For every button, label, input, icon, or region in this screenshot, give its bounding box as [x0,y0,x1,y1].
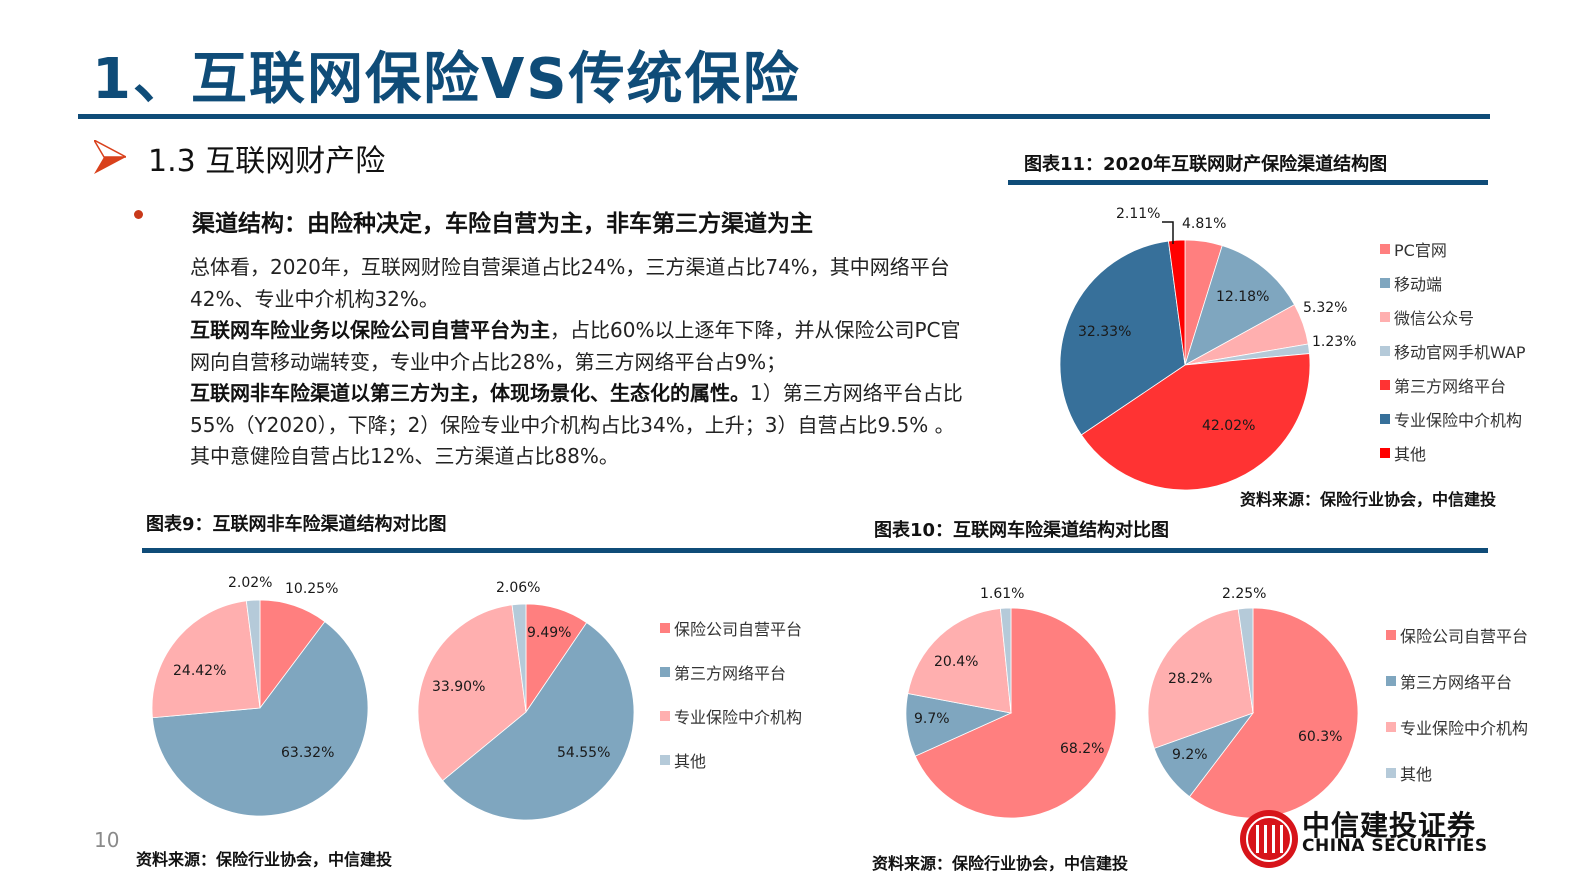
fig10-pie-1 [906,608,1116,818]
fig9-pie-2 [418,604,634,820]
legend-item: 专业保险中介机构 [1380,402,1526,436]
pie-label: 12.18% [1216,289,1270,305]
fig11-title: 图表11：2020年互联网财产保险渠道结构图 [1024,154,1388,175]
legend-item: 其他 [1380,436,1526,470]
pie-label: 32.33% [1078,324,1132,340]
logo-chinese-name: 中信建投证券 [1302,809,1477,842]
pie-label: 9.49% [527,625,572,641]
pie-label: 2.11% [1116,206,1161,222]
paragraph-3: 互联网非车险渠道以第三方为主，体现场景化、生态化的属性。1）第三方网络平台占比5… [190,381,963,468]
section-arrow-icon [94,140,126,174]
fig10-pie-2 [1148,608,1358,818]
legend-item: 其他 [1386,750,1528,796]
pie-label: 24.42% [173,663,227,679]
fig10-source: 资料来源：保险行业协会，中信建投 [872,854,1129,873]
pie-slice [914,608,1116,818]
legend-item: PC官网 [1380,232,1526,266]
legend-item: 移动端 [1380,266,1526,300]
pie-slice [1060,240,1186,436]
legend-item: 第三方网络平台 [660,650,802,694]
logo-english-name: CHINA SECURITIES [1302,836,1488,856]
paragraph-2: 互联网车险业务以保险公司自营平台为主，占比60%以上逐年下降，并从保险公司PC官… [190,318,961,374]
legend-item: 移动官网手机WAP [1380,334,1526,368]
pie-label: 2.25% [1222,586,1267,602]
legend-item: 保险公司自营平台 [660,606,802,650]
fig10-legend: 保险公司自营平台 第三方网络平台 专业保险中介机构 其他 [1386,612,1528,796]
body-text: 总体看，2020年，互联网财险自营渠道占比24%，三方渠道占比74%，其中网络平… [142,252,972,473]
pie-label: 60.3% [1298,729,1343,745]
bullet-heading: 渠道结构：由险种决定，车险自营为主，非车第三方渠道为主 [192,211,813,237]
fig9-source: 资料来源：保险行业协会，中信建投 [136,850,393,869]
pie-label: 9.7% [914,711,950,727]
pie-label: 63.32% [281,745,335,761]
pie-slice [152,600,261,719]
section-heading: 1.3 互联网财产险 [148,144,386,179]
pie-slice [907,608,1012,714]
pie-slice [1184,245,1296,366]
pie-slice [1148,608,1254,749]
page-number: 10 [94,828,120,852]
legend-item: 专业保险中介机构 [1386,704,1528,750]
fig9-pie-1 [152,600,368,816]
fig11-legend: PC官网 移动端 微信公众号 移动官网手机WAP 第三方网络平台 专业保险中介机… [1380,232,1526,470]
fig9-title: 图表9：互联网非车险渠道结构对比图 [146,514,447,535]
pie-slice [259,600,326,710]
legend-item: 第三方网络平台 [1386,658,1528,704]
bullet-icon [134,210,143,219]
pie-label: 33.90% [432,679,486,695]
pie-label: 2.06% [496,580,541,596]
pie-label: 5.32% [1303,300,1348,316]
legend-item: 微信公众号 [1380,300,1526,334]
fig11-source: 资料来源：保险行业协会，中信建投 [1240,490,1497,509]
legend-item: 第三方网络平台 [1380,368,1526,402]
legend-item: 专业保险中介机构 [660,694,802,738]
pie-label: 1.61% [980,586,1025,602]
pie-label: 68.2% [1060,741,1105,757]
page-title: 1、互联网保险VS传统保险 [92,47,801,112]
legend-item: 保险公司自营平台 [1386,612,1528,658]
pie-label: 4.81% [1182,216,1227,232]
pie-label: 1.23% [1312,334,1357,350]
pie-label: 9.2% [1172,747,1208,763]
pie-label: 20.4% [934,654,979,670]
pie-slice [152,621,368,816]
pie-slice [245,600,261,709]
pie-slice [999,608,1012,714]
fig9-legend: 保险公司自营平台 第三方网络平台 专业保险中介机构 其他 [660,606,802,782]
fig11-pie-chart [1060,240,1310,490]
pie-slice [511,604,527,713]
pie-label: 28.2% [1168,671,1213,687]
pie-slice [1168,240,1186,366]
fig11-rule [1008,180,1488,185]
pie-label: 54.55% [557,745,611,761]
fig10-title: 图表10：互联网车险渠道结构对比图 [874,520,1170,541]
pie-slice [1080,353,1310,490]
pie-label: 10.25% [285,581,339,597]
fig9-fig10-rule [142,548,1488,553]
pie-slice [1237,608,1254,714]
pie-slice [418,604,527,782]
pie-label: 42.02% [1202,418,1256,434]
pie-slice [442,622,634,820]
leader-line-icon [1162,221,1174,244]
title-divider [78,114,1490,119]
paragraph-1: 总体看，2020年，互联网财险自营渠道占比24%，三方渠道占比74%，其中网络平… [190,255,950,311]
legend-item: 其他 [660,738,802,782]
pie-label: 2.02% [228,575,273,591]
citic-logo-icon [1240,810,1298,868]
pie-slice [1188,608,1358,818]
